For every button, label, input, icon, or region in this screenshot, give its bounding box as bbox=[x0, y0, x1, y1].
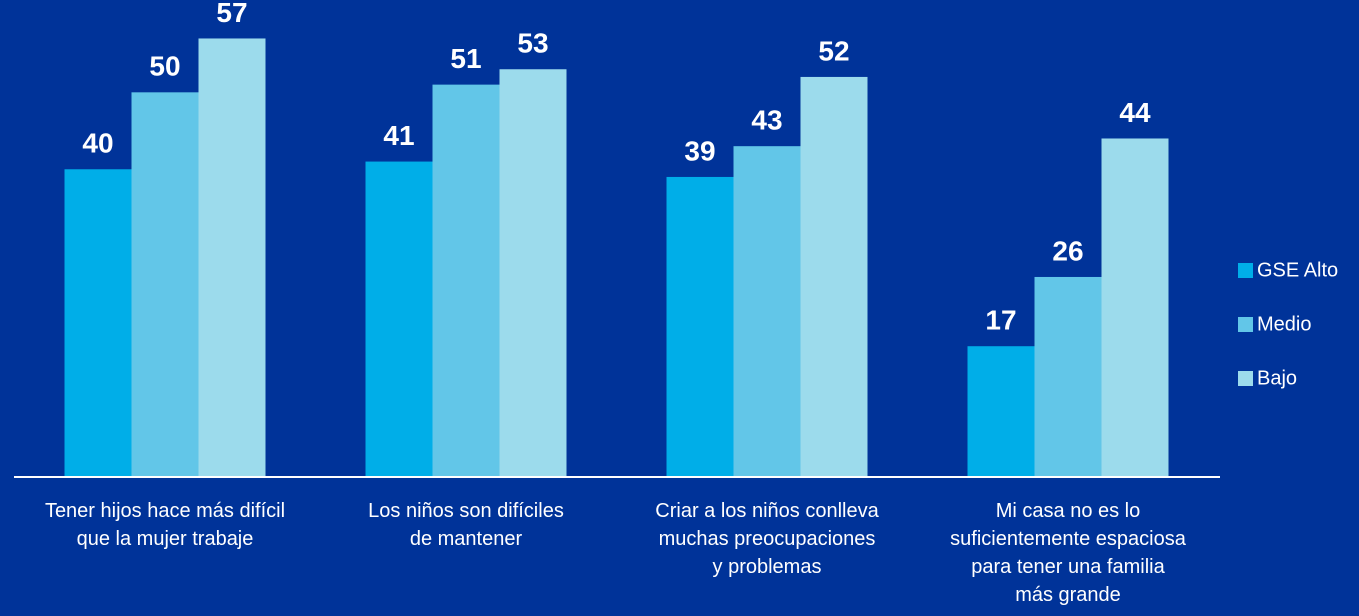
bar bbox=[365, 161, 433, 477]
bar bbox=[432, 84, 500, 478]
value-label: 52 bbox=[818, 35, 849, 66]
value-label: 40 bbox=[82, 128, 113, 159]
category-label: Mi casa no es lo suficientemente espacio… bbox=[950, 500, 1186, 606]
value-label: 57 bbox=[216, 0, 247, 28]
value-label: 53 bbox=[517, 28, 548, 59]
value-label: 26 bbox=[1052, 235, 1083, 266]
bar bbox=[967, 346, 1035, 477]
category-label: Criar a los niños conlleva muchas preocu… bbox=[655, 500, 879, 578]
legend-label: GSE Alto bbox=[1257, 259, 1338, 281]
bar bbox=[1034, 276, 1102, 477]
legend-swatch bbox=[1238, 317, 1253, 332]
value-label: 43 bbox=[751, 105, 782, 136]
value-label: 41 bbox=[383, 120, 414, 151]
category-label: Tener hijos hace más difícil que la muje… bbox=[44, 500, 286, 550]
bar bbox=[198, 38, 266, 477]
legend-label: Medio bbox=[1257, 313, 1311, 335]
bar bbox=[64, 169, 132, 478]
bar bbox=[499, 69, 567, 477]
value-label: 44 bbox=[1119, 97, 1151, 128]
bar bbox=[733, 146, 801, 477]
value-label: 50 bbox=[149, 51, 180, 82]
legend-swatch bbox=[1238, 263, 1253, 278]
bar bbox=[1101, 138, 1169, 477]
bar bbox=[666, 176, 734, 478]
bar bbox=[800, 76, 868, 477]
bar bbox=[131, 92, 199, 478]
value-label: 17 bbox=[985, 305, 1016, 336]
value-label: 51 bbox=[450, 43, 481, 74]
legend-swatch bbox=[1238, 371, 1253, 386]
legend-label: Bajo bbox=[1257, 367, 1297, 389]
value-label: 39 bbox=[684, 135, 715, 166]
category-label: Los niños son difíciles de mantener bbox=[368, 500, 564, 550]
